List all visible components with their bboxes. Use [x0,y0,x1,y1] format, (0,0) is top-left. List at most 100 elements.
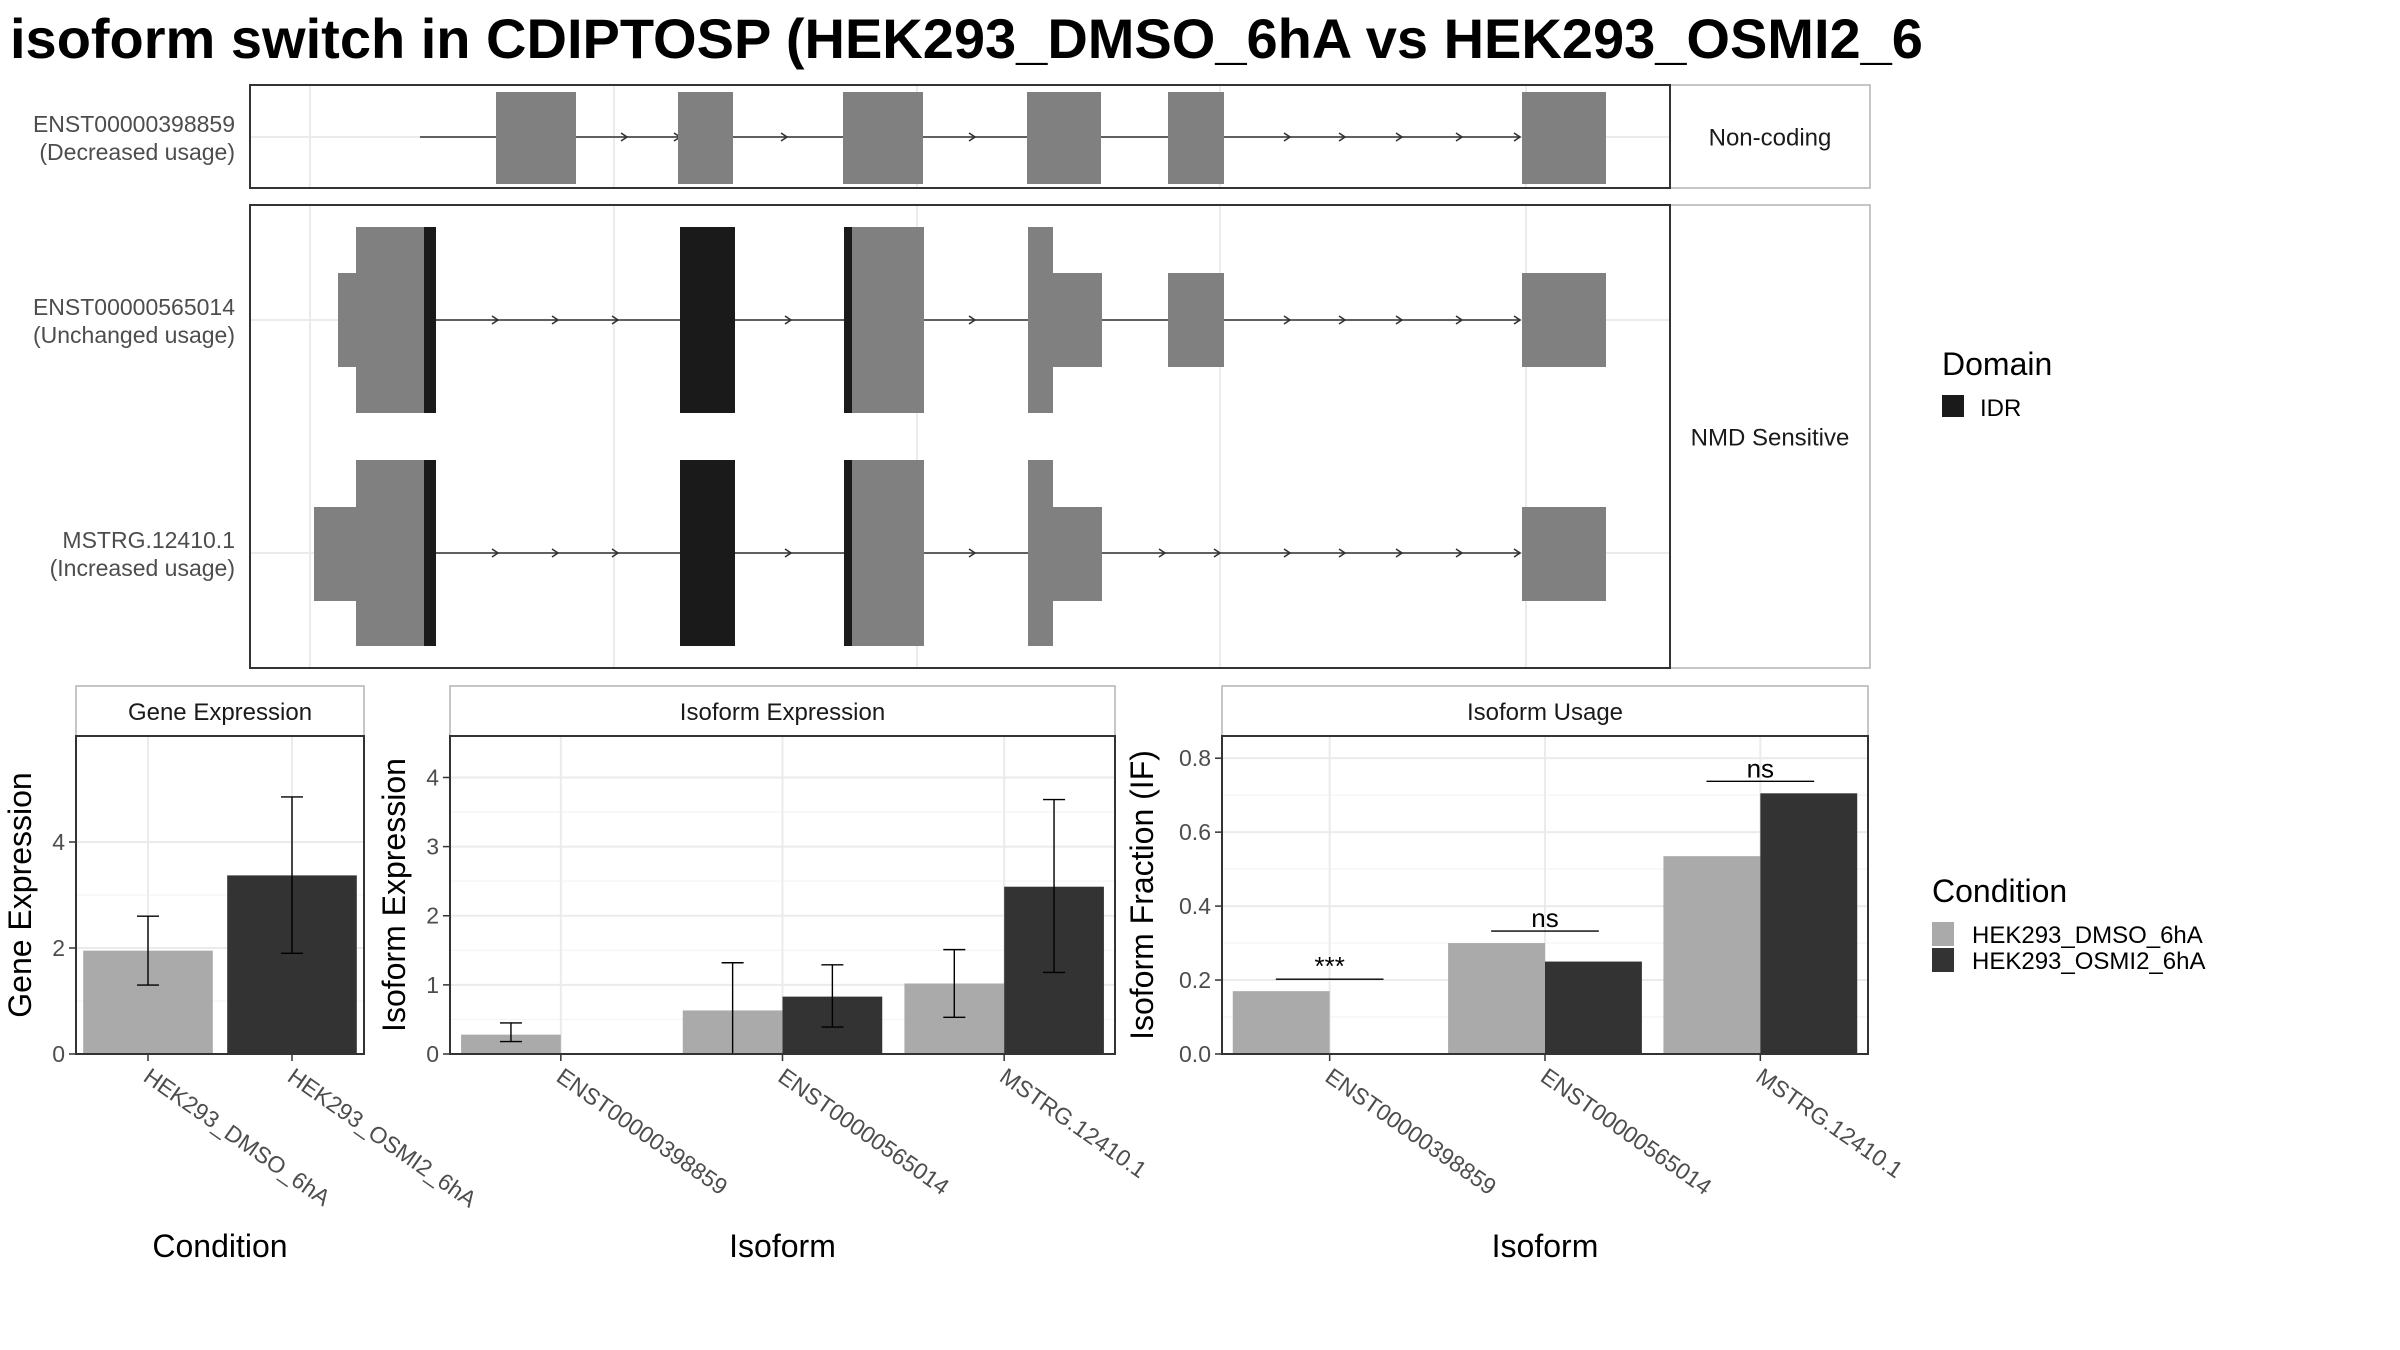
panel-border [1221,735,1869,1055]
idr-domain-block [424,227,436,413]
idr-domain-block [680,227,735,413]
x-tick-label: MSTRG.12410.1 [1751,1063,1907,1183]
intron-arrow [491,315,500,325]
domain-legend-title: Domain [1942,346,2052,382]
condition-legend-key [1932,922,1954,946]
isoform-usage-label: (Decreased usage) [39,139,235,165]
x-axis-title: Isoform [729,1228,836,1264]
exon-block [1027,92,1101,184]
structure-panel-border [249,204,1671,669]
intron-arrow [1455,132,1464,142]
y-tick-label: 2 [426,903,439,929]
exon-block [356,460,424,646]
exon-block [1522,92,1606,184]
y-axis-title: Gene Expression [2,772,38,1017]
exon-block [1028,227,1053,413]
panel-strip [75,685,365,737]
idr-domain-block [424,460,436,646]
intron-arrow [1283,315,1292,325]
y-tick-label: 0 [52,1041,65,1067]
idr-domain-block [844,227,852,413]
isoform-id-label: MSTRG.12410.1 [62,527,235,553]
intron-arrow [1455,315,1464,325]
group-strip-label: Non-coding [1709,125,1832,152]
intron-arrow [1513,548,1522,558]
exon-block [1522,507,1606,601]
significance-label: ns [1747,753,1774,783]
idr-domain-block [844,460,852,646]
panel-border [449,735,1116,1055]
bar [1663,856,1761,1054]
intron-arrow [1283,548,1292,558]
intron-arrow [611,315,620,325]
condition-legend-title: Condition [1932,873,2067,909]
condition-legend-label: HEK293_OSMI2_6hA [1972,948,2205,975]
y-tick-label: 1 [426,972,439,998]
bar [1545,961,1642,1054]
bar [1760,793,1858,1054]
exon-block [356,227,424,413]
y-axis-title: Isoform Fraction (IF) [1124,750,1160,1040]
x-tick-label: ENST00000398859 [552,1063,732,1200]
significance-label: *** [1314,951,1344,981]
bar [1448,943,1545,1054]
y-tick-label: 0.0 [1179,1041,1211,1067]
structure-panel-border [249,84,1671,189]
intron-arrow [551,548,560,558]
exon-block [314,507,358,601]
exon-block [1052,273,1102,367]
significance-label: ns [1531,903,1558,933]
y-tick-label: 4 [52,829,65,855]
y-tick-label: 3 [426,834,439,860]
y-tick-label: 0.8 [1179,745,1211,771]
exon-block [1028,460,1053,646]
panel-strip [449,685,1116,737]
x-tick-label: ENST00000565014 [774,1063,955,1200]
intron-arrow [1283,132,1292,142]
condition-legend-label: HEK293_DMSO_6hA [1972,922,2203,949]
intron-arrow [1455,548,1464,558]
exon-block [843,92,923,184]
y-tick-label: 2 [52,935,65,961]
intron-arrow [780,132,789,142]
panel-border [75,735,365,1055]
exon-block [496,92,576,184]
exon-block [852,460,924,646]
intron-arrow [611,548,620,558]
intron-arrow [1158,548,1167,558]
isoform-id-label: ENST00000565014 [33,294,235,320]
intron-arrow [1338,548,1347,558]
exon-block [1052,507,1102,601]
y-tick-label: 0.6 [1179,819,1211,845]
intron-arrow [1395,132,1404,142]
intron-arrow [1513,315,1522,325]
isoform-expression-panel: Isoform Expression 0 1 2 3 4 ENST00000398859 EN… [376,685,1152,1264]
intron-arrow [784,548,793,558]
x-tick-label: MSTRG.12410.1 [995,1063,1151,1183]
domain-legend-label: IDR [1980,395,2021,422]
exon-block [338,273,358,367]
y-tick-label: 0.4 [1179,893,1211,919]
x-axis-title: Condition [152,1228,287,1264]
x-axis-title: Isoform [1492,1228,1599,1264]
y-tick-label: 4 [426,764,439,790]
structure-panel-bg [250,205,1670,668]
bar [1232,991,1330,1054]
x-tick-label: ENST00000398859 [1321,1063,1501,1200]
legends: Domain IDR Condition HEK293_DMSO_6hAHEK293_… [1932,346,2205,975]
exon-block [1522,273,1606,367]
y-tick-label: 0 [426,1041,439,1067]
group-strip-label: NMD Sensitive [1691,425,1850,452]
intron-arrow [1213,548,1222,558]
intron-arrow [1395,548,1404,558]
intron-arrow [1338,315,1347,325]
idr-domain-block [680,460,735,646]
intron-arrow [1513,132,1522,142]
x-tick-label: ENST00000565014 [1536,1063,1717,1200]
y-tick-label: 0.2 [1179,967,1211,993]
intron-arrow [968,548,977,558]
figure-title: isoform switch in CDIPTOSP (HEK293_DMSO_… [10,7,1923,70]
exon-block [1168,273,1224,367]
